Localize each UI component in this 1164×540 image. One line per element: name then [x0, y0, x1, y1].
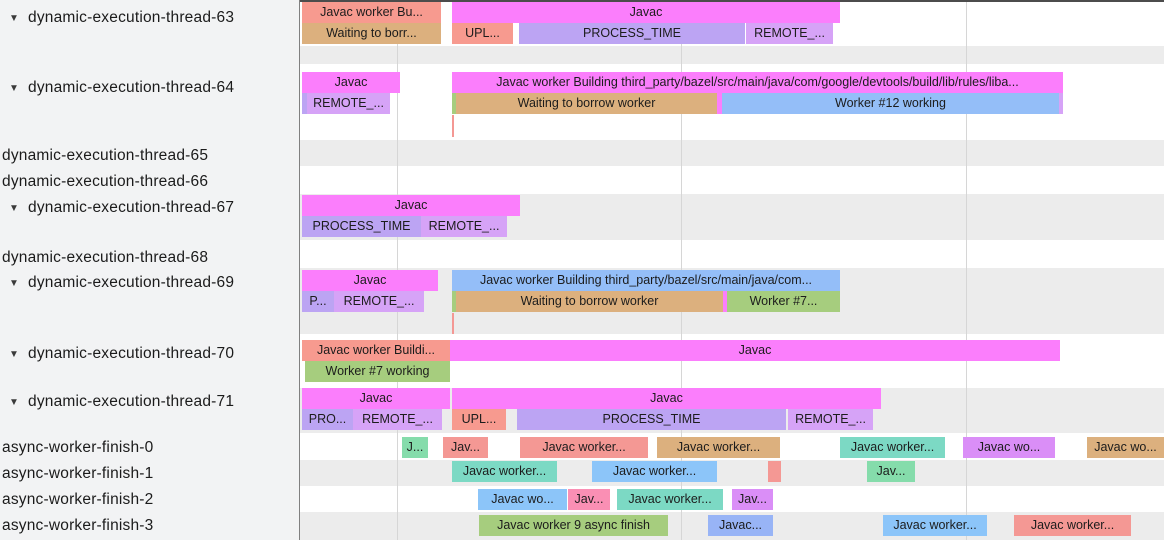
trace-event-bar[interactable]	[717, 93, 722, 114]
sidebar-thread-item[interactable]: async-worker-finish-1	[0, 464, 154, 484]
collapse-triangle-icon[interactable]: ▼	[9, 82, 20, 94]
trace-event-bar[interactable]: REMOTE_...	[746, 23, 833, 44]
track-band	[300, 460, 1164, 486]
trace-event-bar[interactable]: Javac wo...	[1087, 437, 1164, 458]
thread-name-label: async-worker-finish-3	[2, 517, 154, 534]
trace-event-bar[interactable]: Javac	[302, 72, 400, 93]
sidebar-thread-item[interactable]: ▼ dynamic-execution-thread-70	[0, 344, 234, 364]
trace-event-bar[interactable]: REMOTE_...	[421, 216, 507, 237]
trace-event-bar[interactable]: Jav...	[867, 461, 915, 482]
trace-event-bar[interactable]: Javac worker...	[617, 489, 723, 510]
trace-event-bar[interactable]: Javac worker...	[520, 437, 648, 458]
collapse-triangle-icon[interactable]: ▼	[9, 348, 20, 360]
trace-event-bar[interactable]	[302, 93, 307, 114]
sidebar-thread-item[interactable]: ▼ dynamic-execution-thread-63	[0, 8, 234, 28]
trace-event-bar[interactable]: PROCESS_TIME	[517, 409, 786, 430]
trace-event-bar[interactable]: PROCESS_TIME	[302, 216, 421, 237]
trace-event-bar[interactable]: Javac wo...	[963, 437, 1055, 458]
trace-event-bar[interactable]: Javac worker Bu...	[302, 2, 441, 23]
thread-name-label: dynamic-execution-thread-68	[2, 249, 209, 266]
track-band	[300, 140, 1164, 166]
thread-name-label: async-worker-finish-0	[2, 439, 154, 456]
trace-event-bar[interactable]: Jav...	[732, 489, 773, 510]
trace-event-bar[interactable]: PROCESS_TIME	[519, 23, 745, 44]
trace-event-bar[interactable]: Javac worker...	[452, 461, 557, 482]
trace-event-bar[interactable]	[452, 291, 456, 312]
trace-event-bar[interactable]: Javac	[452, 388, 881, 409]
instant-event-tick[interactable]	[452, 313, 454, 334]
trace-event-bar[interactable]: J...	[402, 437, 428, 458]
trace-event-bar[interactable]: Javac worker...	[840, 437, 945, 458]
sidebar-thread-item[interactable]: ▼ dynamic-execution-thread-64	[0, 78, 234, 98]
trace-event-bar[interactable]: Waiting to borr...	[302, 23, 441, 44]
trace-event-bar[interactable]: Javac worker...	[883, 515, 987, 536]
trace-event-bar[interactable]: Javac wo...	[478, 489, 567, 510]
trace-event-bar[interactable]	[1059, 93, 1063, 114]
collapse-triangle-icon[interactable]: ▼	[9, 202, 20, 214]
sidebar-thread-item[interactable]: async-worker-finish-0	[0, 438, 154, 458]
trace-event-bar[interactable]: REMOTE_...	[788, 409, 873, 430]
thread-name-label: dynamic-execution-thread-69	[28, 274, 235, 291]
trace-event-bar[interactable]	[723, 291, 727, 312]
trace-event-bar[interactable]: Javac...	[708, 515, 773, 536]
sidebar-thread-item[interactable]: dynamic-execution-thread-65	[0, 146, 208, 166]
trace-event-bar[interactable]: Javac	[302, 388, 450, 409]
thread-name-label: async-worker-finish-2	[2, 491, 154, 508]
trace-event-bar[interactable]: Javac worker...	[592, 461, 717, 482]
timeline-canvas[interactable]: Javac worker Bu... Javac Waiting to borr..…	[300, 0, 1164, 540]
trace-event-bar[interactable]: REMOTE_...	[334, 291, 424, 312]
trace-event-bar[interactable]: Javac	[450, 340, 1060, 361]
sidebar-thread-item[interactable]: ▼ dynamic-execution-thread-69	[0, 273, 234, 293]
trace-event-bar[interactable]: Waiting to borrow worker	[456, 291, 723, 312]
trace-event-bar[interactable]: UPL...	[452, 23, 513, 44]
trace-event-bar[interactable]: Javac worker...	[1014, 515, 1131, 536]
trace-event-bar[interactable]: PRO...	[302, 409, 353, 430]
instant-event-tick[interactable]	[452, 115, 454, 137]
timeline-top-border	[300, 0, 1164, 2]
trace-event-bar[interactable]: P...	[302, 291, 334, 312]
trace-event-bar[interactable]: Worker #12 working	[722, 93, 1059, 114]
sidebar-thread-item[interactable]: dynamic-execution-thread-68	[0, 248, 208, 268]
thread-name-label: async-worker-finish-1	[2, 465, 154, 482]
trace-event-bar[interactable]: Jav...	[568, 489, 610, 510]
trace-event-bar[interactable]: Worker #7...	[727, 291, 840, 312]
track-band	[300, 46, 1164, 64]
collapse-triangle-icon[interactable]: ▼	[9, 277, 20, 289]
trace-event-bar[interactable]: Worker #7 working	[305, 361, 450, 382]
trace-event-bar[interactable]: Javac	[302, 270, 438, 291]
sidebar-thread-item[interactable]: async-worker-finish-3	[0, 516, 154, 536]
sidebar-thread-item[interactable]: ▼ dynamic-execution-thread-71	[0, 392, 234, 412]
trace-event-bar[interactable]: Javac worker Building third_party/bazel/…	[452, 72, 1063, 93]
trace-event-bar[interactable]: Waiting to borrow worker	[456, 93, 717, 114]
collapse-triangle-icon[interactable]: ▼	[9, 396, 20, 408]
time-gridline	[966, 0, 967, 540]
trace-event-bar[interactable]: REMOTE_...	[307, 93, 390, 114]
thread-name-label: dynamic-execution-thread-65	[2, 147, 209, 164]
sidebar-thread-item[interactable]: dynamic-execution-thread-66	[0, 172, 208, 192]
trace-event-bar[interactable]	[452, 93, 456, 114]
sidebar-thread-item[interactable]: ▼ dynamic-execution-thread-67	[0, 198, 234, 218]
thread-list-sidebar: ▼ dynamic-execution-thread-63 ▼ dynamic-exe…	[0, 0, 300, 540]
trace-event-bar[interactable]: UPL...	[452, 409, 506, 430]
trace-event-bar[interactable]: Javac worker Building third_party/bazel/…	[452, 270, 840, 291]
trace-event-bar[interactable]: Javac	[302, 195, 520, 216]
trace-event-bar[interactable]: Javac	[452, 2, 840, 23]
trace-event-bar[interactable]: Jav...	[443, 437, 488, 458]
thread-name-label: dynamic-execution-thread-70	[28, 345, 235, 362]
collapse-triangle-icon[interactable]: ▼	[9, 12, 20, 24]
thread-name-label: dynamic-execution-thread-71	[28, 393, 235, 410]
trace-event-bar[interactable]: Javac worker Buildi...	[302, 340, 450, 361]
trace-event-bar[interactable]	[768, 461, 781, 482]
sidebar-thread-item[interactable]: async-worker-finish-2	[0, 490, 154, 510]
thread-name-label: dynamic-execution-thread-63	[28, 9, 235, 26]
trace-event-bar[interactable]: Javac worker...	[657, 437, 780, 458]
thread-name-label: dynamic-execution-thread-67	[28, 199, 235, 216]
trace-event-bar[interactable]: REMOTE_...	[353, 409, 442, 430]
thread-name-label: dynamic-execution-thread-64	[28, 79, 235, 96]
thread-name-label: dynamic-execution-thread-66	[2, 173, 209, 190]
trace-event-bar[interactable]: Javac worker 9 async finish	[479, 515, 668, 536]
